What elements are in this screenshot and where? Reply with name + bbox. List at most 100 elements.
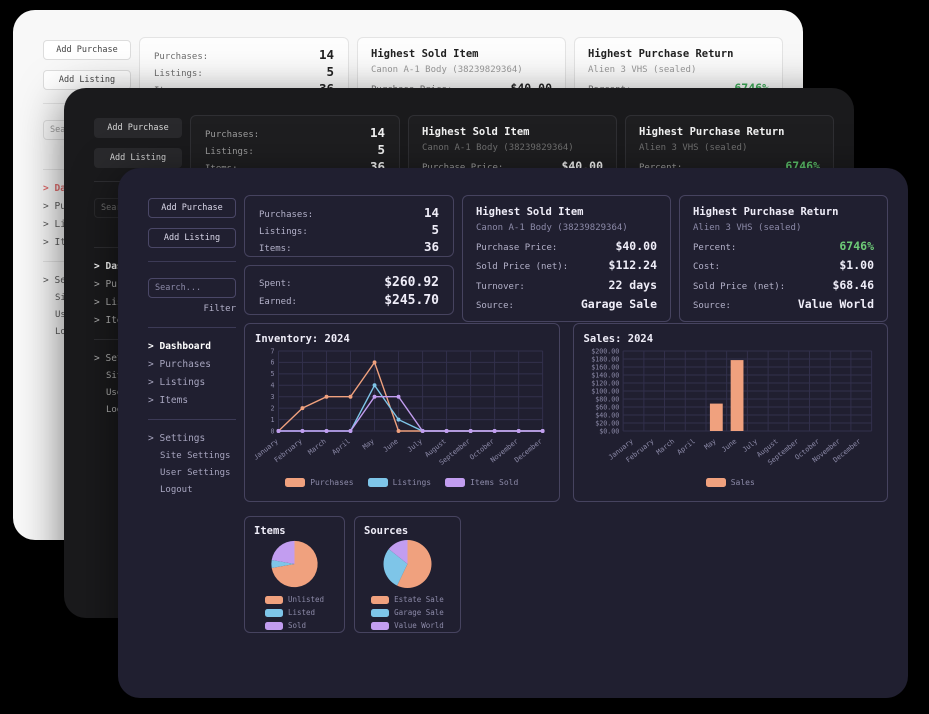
items-pie-card: Items Unlisted Listed Sold <box>244 516 345 633</box>
stat-value: 5 <box>431 222 439 237</box>
sidebar-item-user-settings[interactable]: User Settings <box>160 468 231 478</box>
legend-swatch <box>264 595 283 604</box>
stats-column: Purchases: 14 Listings: 5 Items: 36 Spent: $… <box>244 195 454 322</box>
detail-value: Garage Sale <box>580 297 657 311</box>
svg-text:0: 0 <box>271 427 275 435</box>
add-purchase-button[interactable]: Add Purchase <box>148 198 236 218</box>
items-pie-chart <box>254 537 335 591</box>
dashboard: Add Purchase Add Listing Filter > Dashbo… <box>118 168 908 698</box>
legend-swatch <box>371 608 390 617</box>
filter-link[interactable]: Filter <box>203 304 236 314</box>
detail-row: Percent: 6746% <box>693 239 874 253</box>
sidebar-item-logout[interactable]: Logout <box>160 485 193 495</box>
chart-legend: Purchases Listings Items Sold <box>255 478 549 487</box>
sidebar-item-label: Dashboard <box>159 341 211 352</box>
legend-label: Garage Sale <box>394 608 444 617</box>
legend-swatch <box>264 608 283 617</box>
stat-row: Purchases: 14 <box>205 125 385 140</box>
svg-text:$20.00: $20.00 <box>595 419 619 427</box>
stat-value: 5 <box>326 64 334 79</box>
stat-value: $260.92 <box>384 275 439 290</box>
sidebar-item-label: Listings <box>159 377 206 388</box>
stat-row: Listings: 5 <box>205 142 385 157</box>
pie-chart-svg <box>271 540 318 588</box>
chart-legend: Estate Sale Garage Sale Value World <box>371 595 444 630</box>
stat-row: Purchases: 14 <box>154 47 334 62</box>
sidebar-item-dashboard[interactable]: > Dashboard <box>148 341 236 352</box>
chevron-right-icon: > <box>43 275 49 286</box>
stat-label: Listings: <box>259 227 308 237</box>
sidebar-item-settings[interactable]: > Settings <box>148 433 236 444</box>
chevron-right-icon: > <box>94 279 100 290</box>
sidebar-item-items[interactable]: > Items <box>148 395 236 406</box>
svg-text:$140.00: $140.00 <box>591 371 619 379</box>
svg-text:6: 6 <box>271 359 275 367</box>
card-title: Highest Purchase Return <box>639 126 785 138</box>
sidebar-nav: > Dashboard > Purchases > Listings > Ite… <box>148 341 236 406</box>
svg-text:May: May <box>702 437 717 451</box>
legend-swatch <box>367 478 388 487</box>
card-subtitle: Canon A-1 Body (38239829364) <box>476 223 628 233</box>
detail-label: Turnover: <box>476 281 525 292</box>
stat-value: 5 <box>377 142 385 157</box>
legend-swatch <box>705 478 726 487</box>
detail-row: Purchase Price: $40.00 <box>476 239 657 253</box>
add-listing-button[interactable]: Add Listing <box>94 148 182 168</box>
sidebar-item-label: Purchases <box>159 359 211 370</box>
card-subtitle: Canon A-1 Body (38239829364) <box>371 65 523 75</box>
sales-chart-card: Sales: 2024 $0.00$20.00$40.00$60.00$80.0… <box>572 323 888 502</box>
detail-value: $1.00 <box>839 258 874 272</box>
card-title: Highest Sold Item <box>476 206 584 218</box>
bar-chart-svg: $0.00$20.00$40.00$60.00$80.00$100.00$120… <box>591 347 872 467</box>
pie-chart-svg <box>383 540 432 588</box>
svg-text:1: 1 <box>271 416 275 424</box>
stat-row: Listings: 5 <box>259 222 439 237</box>
stat-row: Spent: $260.92 <box>259 275 439 290</box>
stat-value: 14 <box>369 125 385 140</box>
add-purchase-button[interactable]: Add Purchase <box>94 118 182 138</box>
legend-item: Value World <box>371 621 444 630</box>
card-title: Highest Sold Item <box>422 126 530 138</box>
legend-label: Sales <box>730 478 755 487</box>
detail-value: $40.00 <box>615 238 657 253</box>
chevron-right-icon: > <box>94 315 100 326</box>
svg-text:7: 7 <box>271 347 275 355</box>
svg-text:$200.00: $200.00 <box>591 347 619 355</box>
detail-label: Source: <box>476 301 514 311</box>
detail-value: Value World <box>797 297 874 311</box>
sidebar-item-listings[interactable]: > Listings <box>148 377 236 388</box>
dashboard-main: Purchases:14 Listings:5 Items:36 Spent:$… <box>244 195 888 698</box>
chevron-right-icon: > <box>43 219 49 230</box>
detail-label: Source: <box>693 301 731 311</box>
stat-label: Items: <box>259 244 292 254</box>
sidebar-item-purchases[interactable]: > Purchases <box>148 359 236 370</box>
detail-row: Source: Garage Sale <box>476 297 657 311</box>
chart-title: Sales: 2024 <box>583 333 654 345</box>
stat-value: 36 <box>423 239 439 254</box>
sidebar-item-label: Settings <box>159 433 206 444</box>
detail-label: Percent: <box>639 163 682 173</box>
svg-text:March: March <box>655 437 676 456</box>
svg-text:3: 3 <box>271 393 275 401</box>
svg-text:June: June <box>720 437 738 454</box>
stat-value: $245.70 <box>384 293 439 308</box>
add-listing-button[interactable]: Add Listing <box>148 228 236 248</box>
add-listing-button[interactable]: Add Listing <box>43 70 131 90</box>
chevron-right-icon: > <box>94 261 100 272</box>
sidebar-item-site-settings[interactable]: Site Settings <box>160 451 231 461</box>
summary-row: Purchases: 14 Listings: 5 Items: 36 Spent: $… <box>244 195 888 322</box>
detail-label: Cost: <box>693 262 721 272</box>
sidebar-divider <box>148 419 236 420</box>
svg-text:July: July <box>406 437 424 454</box>
chart-title: Items <box>254 525 286 537</box>
chart-legend: Sales <box>584 478 878 487</box>
search-input[interactable] <box>148 278 236 298</box>
percent-value: 6746% <box>839 238 874 253</box>
sidebar-divider <box>148 261 236 262</box>
window-purple-theme: Add Purchase Add Listing Filter > Dashbo… <box>118 168 908 698</box>
chevron-right-icon: > <box>148 395 154 406</box>
stat-label: Purchases: <box>205 130 260 140</box>
add-purchase-button[interactable]: Add Purchase <box>43 40 131 60</box>
svg-text:$40.00: $40.00 <box>595 411 619 419</box>
